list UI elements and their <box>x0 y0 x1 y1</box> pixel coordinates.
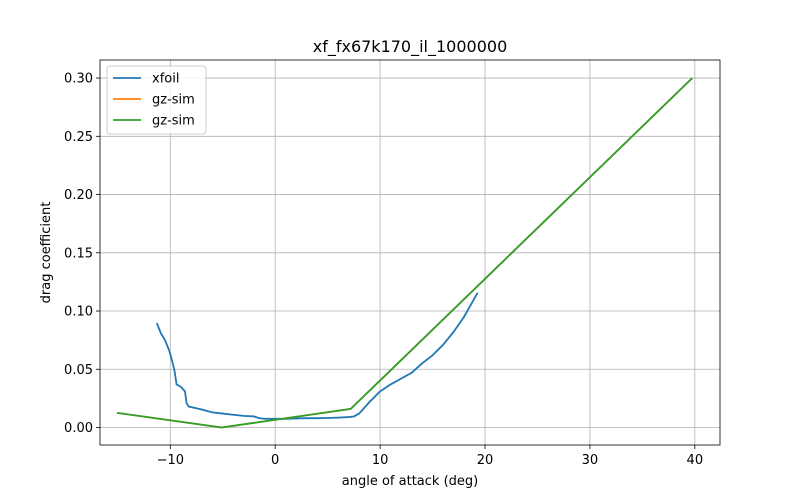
legend-label-1: gz-sim <box>152 93 195 108</box>
x-tick-label: −10 <box>157 453 184 468</box>
x-tick-label: 30 <box>582 453 599 468</box>
chart-title: xf_fx67k170_il_1000000 <box>313 37 508 57</box>
legend-label-2: gz-sim <box>152 114 195 129</box>
x-axis-label: angle of attack (deg) <box>342 474 478 489</box>
grid-layer <box>100 60 720 445</box>
series-layer <box>116 77 693 429</box>
series-line-0 <box>156 292 479 420</box>
legend-frame <box>106 65 207 135</box>
y-tick-label: 0.10 <box>64 305 93 320</box>
y-tick-label: 0.05 <box>64 363 93 378</box>
legend: xfoil gz-sim gz-sim <box>106 65 207 135</box>
series-line-2 <box>116 77 693 429</box>
x-tick-label: 20 <box>477 453 494 468</box>
x-tick-label: 0 <box>271 453 279 468</box>
y-tick-label: 0.25 <box>64 130 93 145</box>
x-tick-label: 40 <box>687 453 704 468</box>
legend-label-0: xfoil <box>152 72 179 87</box>
x-tick-label: 10 <box>372 453 389 468</box>
y-tick-label: 0.20 <box>64 188 93 203</box>
tick-layer: −10 0 10 20 30 40 0.00 0.05 0.10 0.15 0.20 0.25 0.30 <box>64 72 703 468</box>
y-axis-label: drag coefficient <box>39 202 54 304</box>
y-tick-label: 0.00 <box>64 421 93 436</box>
y-tick-label: 0.15 <box>64 246 93 261</box>
y-tick-label: 0.30 <box>64 72 93 87</box>
